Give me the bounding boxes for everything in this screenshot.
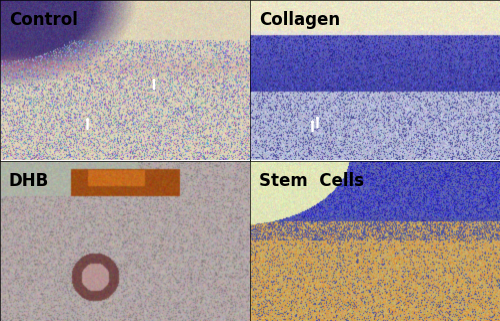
Text: DHB: DHB <box>9 172 49 190</box>
Text: Control: Control <box>9 11 78 29</box>
Text: Collagen: Collagen <box>259 11 340 29</box>
Text: Stem  Cells: Stem Cells <box>259 172 364 190</box>
